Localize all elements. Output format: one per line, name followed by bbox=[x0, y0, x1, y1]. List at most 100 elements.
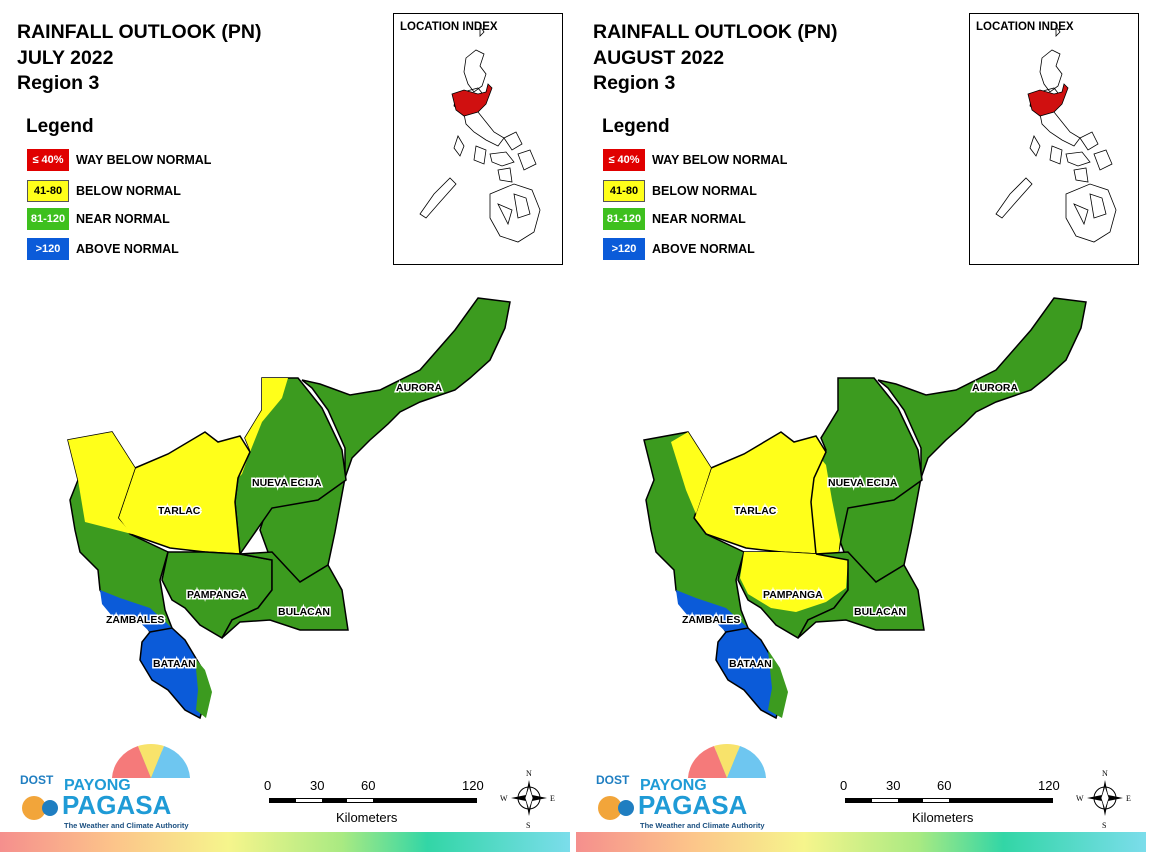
compass-n: N bbox=[526, 769, 532, 778]
compass-s: S bbox=[526, 821, 530, 830]
legend-label-way-below: WAY BELOW NORMAL bbox=[652, 153, 788, 167]
label-bataan: BATAAN bbox=[729, 658, 772, 670]
zambales-below-zone bbox=[671, 432, 711, 514]
label-tarlac: TARLAC bbox=[734, 505, 777, 517]
label-zambales: ZAMBALES bbox=[106, 614, 164, 626]
legend-label-above: ABOVE NORMAL bbox=[76, 242, 179, 256]
province-nueva-ecija bbox=[810, 377, 923, 557]
scale-bar-graphic bbox=[845, 798, 1053, 803]
map-title-block: RAINFALL OUTLOOK (PN) JULY 2022 Region 3 bbox=[17, 20, 261, 97]
location-index-caption: LOCATION INDEX bbox=[400, 21, 498, 33]
region3-rainfall-map: AURORA NUEVA ECIJA TARLAC PAMPANGA BULAC… bbox=[643, 297, 1087, 720]
legend-swatch-above: >120 bbox=[27, 238, 69, 260]
label-bulacan: BULACAN bbox=[854, 606, 906, 618]
zambales-above-zone bbox=[100, 590, 172, 632]
bataan-near-zone bbox=[195, 658, 212, 718]
payong-pagasa-logo: DOST PAYONG PAGASA The Weather and Clima… bbox=[594, 740, 774, 834]
compass-s: S bbox=[1102, 821, 1106, 830]
region-3-highlight bbox=[451, 83, 493, 117]
map-month: JULY 2022 bbox=[17, 46, 114, 69]
province-bataan bbox=[139, 627, 209, 720]
province-bataan bbox=[715, 627, 785, 720]
footer-gradient-bar bbox=[576, 832, 1146, 852]
location-index-caption: LOCATION INDEX bbox=[976, 21, 1074, 33]
region-3-highlight bbox=[1027, 83, 1069, 117]
pampanga-below-zone bbox=[740, 552, 848, 612]
scale-bar: 0 30 60 120 Kilometers bbox=[838, 778, 1068, 828]
nueva-ecija-below-zone bbox=[238, 378, 288, 478]
legend-title: Legend bbox=[602, 116, 670, 137]
legend-label-way-below: WAY BELOW NORMAL bbox=[76, 153, 212, 167]
legend-swatch-near: 81-120 bbox=[27, 208, 69, 230]
map-month: AUGUST 2022 bbox=[593, 46, 725, 69]
scale-tick: 60 bbox=[937, 778, 952, 793]
payong-pagasa-logo: DOST PAYONG PAGASA The Weather and Clima… bbox=[18, 740, 198, 834]
logo-tagline: The Weather and Climate Authority bbox=[64, 821, 189, 830]
logo-brand-bottom: PAGASA bbox=[62, 790, 172, 820]
scale-bar-graphic bbox=[269, 798, 477, 803]
compass-rose-icon: N S W E bbox=[1076, 769, 1131, 830]
region3-rainfall-map: AURORA NUEVA ECIJA TARLAC PAMPANGA BULAC… bbox=[67, 297, 511, 720]
label-pampanga: PAMPANGA bbox=[763, 589, 823, 601]
philippines-outline-map bbox=[419, 24, 541, 243]
zambales-above-zone bbox=[676, 590, 748, 632]
label-pampanga: PAMPANGA bbox=[187, 589, 247, 601]
footer-gradient-bar bbox=[0, 832, 570, 852]
label-aurora: AURORA bbox=[972, 382, 1018, 394]
compass-rose-icon: N S W E bbox=[500, 769, 555, 830]
province-tarlac bbox=[117, 431, 251, 555]
scale-tick: 30 bbox=[886, 778, 901, 793]
label-zambales: ZAMBALES bbox=[682, 614, 740, 626]
philippines-outline-map bbox=[995, 24, 1117, 243]
logo-agency: DOST bbox=[596, 773, 630, 787]
scale-tick: 120 bbox=[462, 778, 484, 793]
map-title-block: RAINFALL OUTLOOK (PN) AUGUST 2022 Region… bbox=[593, 20, 837, 97]
compass-n: N bbox=[1102, 769, 1108, 778]
compass-e: E bbox=[1126, 794, 1131, 803]
scale-tick: 120 bbox=[1038, 778, 1060, 793]
legend-title: Legend bbox=[26, 116, 94, 137]
logo-agency: DOST bbox=[20, 773, 54, 787]
map-title: RAINFALL OUTLOOK (PN) bbox=[17, 21, 262, 43]
label-nueva-ecija: NUEVA ECIJA bbox=[828, 477, 898, 489]
legend-swatch-above: >120 bbox=[603, 238, 645, 260]
province-bulacan bbox=[797, 551, 925, 639]
compass-e: E bbox=[550, 794, 555, 803]
legend-label-near: NEAR NORMAL bbox=[652, 212, 746, 226]
label-bulacan: BULACAN bbox=[278, 606, 330, 618]
payong-pagasa-logo-graphic: DOST PAYONG PAGASA The Weather and Clima… bbox=[20, 744, 190, 830]
label-nueva-ecija: NUEVA ECIJA bbox=[252, 477, 322, 489]
province-bulacan bbox=[221, 551, 349, 639]
legend-swatch-near: 81-120 bbox=[603, 208, 645, 230]
payong-pagasa-logo-graphic: DOST PAYONG PAGASA The Weather and Clima… bbox=[596, 744, 766, 830]
bataan-near-zone bbox=[768, 650, 788, 718]
logo-tagline: The Weather and Climate Authority bbox=[640, 821, 765, 830]
scale-unit: Kilometers bbox=[336, 810, 398, 825]
province-nueva-ecija bbox=[234, 377, 347, 557]
label-aurora: AURORA bbox=[396, 382, 442, 394]
legend-swatch-way-below: ≤ 40% bbox=[603, 149, 645, 171]
map-region: Region 3 bbox=[17, 72, 100, 94]
scale-tick: 30 bbox=[310, 778, 325, 793]
scale-tick: 0 bbox=[840, 778, 848, 793]
legend-label-above: ABOVE NORMAL bbox=[652, 242, 755, 256]
map-region: Region 3 bbox=[593, 72, 676, 94]
legend-label-below: BELOW NORMAL bbox=[652, 184, 757, 198]
nueva-ecija-below-zone bbox=[811, 450, 840, 558]
logo-brand-top: PAYONG bbox=[64, 777, 131, 794]
label-tarlac: TARLAC bbox=[158, 505, 201, 517]
logo-brand-bottom: PAGASA bbox=[638, 790, 748, 820]
compass-w: W bbox=[500, 794, 508, 803]
legend-swatch-below: 41-80 bbox=[27, 180, 69, 202]
legend-label-near: NEAR NORMAL bbox=[76, 212, 170, 226]
location-index-inset: LOCATION INDEX bbox=[969, 13, 1139, 265]
legend-label-below: BELOW NORMAL bbox=[76, 184, 181, 198]
compass-w: W bbox=[1076, 794, 1084, 803]
map-title: RAINFALL OUTLOOK (PN) bbox=[593, 21, 838, 43]
zambales-below-zone bbox=[68, 432, 135, 534]
legend-swatch-way-below: ≤ 40% bbox=[27, 149, 69, 171]
label-bataan: BATAAN bbox=[153, 658, 196, 670]
legend-swatch-below: 41-80 bbox=[603, 180, 645, 202]
scale-unit: Kilometers bbox=[912, 810, 974, 825]
outlook-panel-july: RAINFALL OUTLOOK (PN) JULY 2022 Region 3… bbox=[0, 13, 570, 852]
